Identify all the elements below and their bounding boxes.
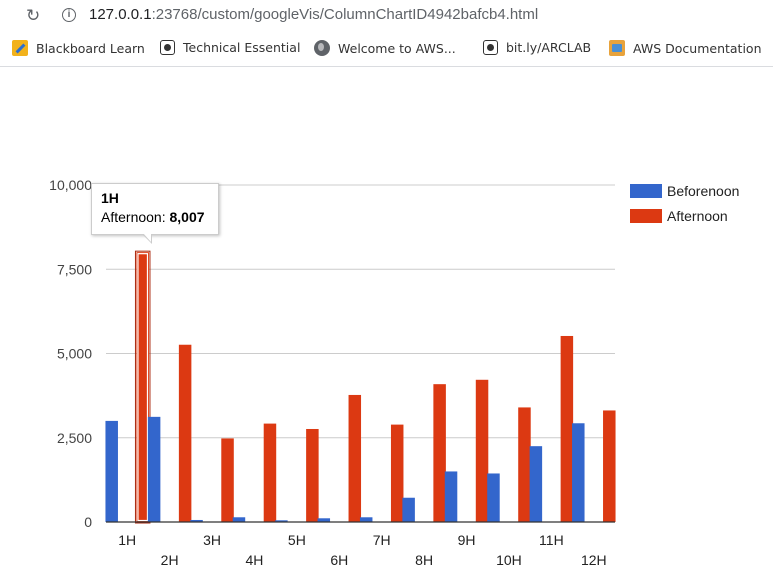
- bar-beforenoon-11h: [529, 446, 543, 522]
- y-tick-label: 10,000: [49, 177, 92, 193]
- bar-beforenoon-12h: [572, 423, 585, 522]
- x-tick-label: 3H: [203, 532, 221, 548]
- github-icon: [483, 40, 498, 55]
- y-tick-label: 2,500: [57, 430, 92, 446]
- y-tick-label: 0: [84, 514, 92, 530]
- bookmark-label: AWS Documentation: [633, 40, 762, 56]
- bar-beforenoon-5h: [275, 520, 288, 522]
- x-tick-label: 11H: [539, 532, 564, 548]
- bar-afternoon-5h: [306, 428, 319, 522]
- bar-beforenoon-10h: [487, 473, 500, 522]
- x-tick-label: 4H: [246, 552, 264, 568]
- x-tick-label: 1H: [118, 532, 136, 548]
- tooltip-pointer-fill: [143, 233, 151, 242]
- bar-afternoon-4h: [263, 423, 277, 522]
- bar-afternoon-9h: [475, 379, 489, 522]
- y-tick-label: 5,000: [57, 346, 92, 362]
- bar-afternoon-10h: [518, 407, 531, 522]
- bar-afternoon-11h: [560, 335, 574, 522]
- bar-afternoon-1h: [136, 252, 149, 522]
- x-tick-label: 8H: [415, 552, 433, 568]
- x-tick-label: 12H: [581, 552, 607, 568]
- site-info-icon[interactable]: i: [62, 8, 76, 22]
- bookmark-bitly-arclab[interactable]: bit.ly/ARCLAB: [483, 40, 591, 55]
- github-icon: [160, 40, 175, 55]
- x-tick-label: 9H: [458, 532, 476, 548]
- url-host: 127.0.0.1: [89, 6, 152, 23]
- bar-highlight-outline: [134, 250, 151, 524]
- x-tick-label: 10H: [496, 552, 522, 568]
- bookmark-label: Technical Essential: [183, 40, 301, 55]
- x-tick-label: 7H: [373, 532, 391, 548]
- bar-beforenoon-4h: [232, 517, 246, 522]
- bar-afternoon-6h: [348, 394, 362, 522]
- legend-label: Beforenoon: [667, 183, 739, 199]
- bookmark-label: Welcome to AWS...: [338, 40, 456, 56]
- bar-beforenoon-7h: [359, 517, 373, 522]
- bar-beforenoon-9h: [444, 471, 458, 522]
- blackboard-icon: [12, 40, 28, 56]
- bar-beforenoon-2h: [147, 416, 161, 522]
- x-tick-label: 6H: [330, 552, 348, 568]
- browser-address-bar: › ↻ i 127.0.0.1:23768/custom/googleVis/C…: [0, 0, 773, 32]
- bar-beforenoon-3h: [190, 519, 203, 522]
- url-path: :23768/custom/googleVis/ColumnChartID494…: [151, 6, 539, 23]
- tooltip-line: Afternoon: 8,007: [101, 209, 205, 225]
- tooltip-title: 1H: [101, 190, 119, 206]
- bookmark-blackboard-learn[interactable]: Blackboard Learn: [12, 40, 145, 56]
- legend-label: Afternoon: [667, 208, 728, 224]
- aws-icon: [609, 40, 625, 56]
- tooltip-value: 8,007: [169, 209, 205, 225]
- bar-afternoon-12h: [603, 410, 616, 522]
- reload-icon[interactable]: ↻: [26, 6, 41, 25]
- bookmark-label: Blackboard Learn: [36, 40, 145, 56]
- bar-highlight-inner: [137, 253, 149, 522]
- url-field[interactable]: 127.0.0.1:23768/custom/googleVis/ColumnC…: [89, 6, 538, 23]
- bookmark-aws-documentation[interactable]: AWS Documentation: [609, 40, 762, 56]
- y-tick-label: 7,500: [57, 261, 92, 277]
- legend-swatch: [630, 209, 662, 223]
- bar-afternoon-7h: [390, 424, 404, 522]
- bar-afternoon-3h: [221, 438, 234, 522]
- chart-tooltip: 1H Afternoon: 8,007: [91, 183, 219, 244]
- x-tick-label: 2H: [161, 552, 179, 568]
- bookmark-welcome-to-aws[interactable]: Welcome to AWS...: [314, 40, 456, 56]
- bar-beforenoon-8h: [402, 497, 415, 522]
- globe-icon: [314, 40, 330, 56]
- bookmark-technical-essential[interactable]: Technical Essential: [160, 40, 300, 55]
- legend-swatch: [630, 184, 662, 198]
- tooltip-series: Afternoon: [101, 209, 162, 225]
- bar-beforenoon-1h: [105, 420, 118, 522]
- bar-afternoon-8h: [433, 384, 446, 522]
- x-tick-label: 5H: [288, 532, 306, 548]
- bookmark-label: bit.ly/ARCLAB: [506, 40, 592, 55]
- bar-beforenoon-6h: [317, 518, 331, 522]
- bookmarks-bar: Blackboard Learn Technical Essential Wel…: [0, 34, 773, 67]
- bar-afternoon-2h: [178, 344, 192, 522]
